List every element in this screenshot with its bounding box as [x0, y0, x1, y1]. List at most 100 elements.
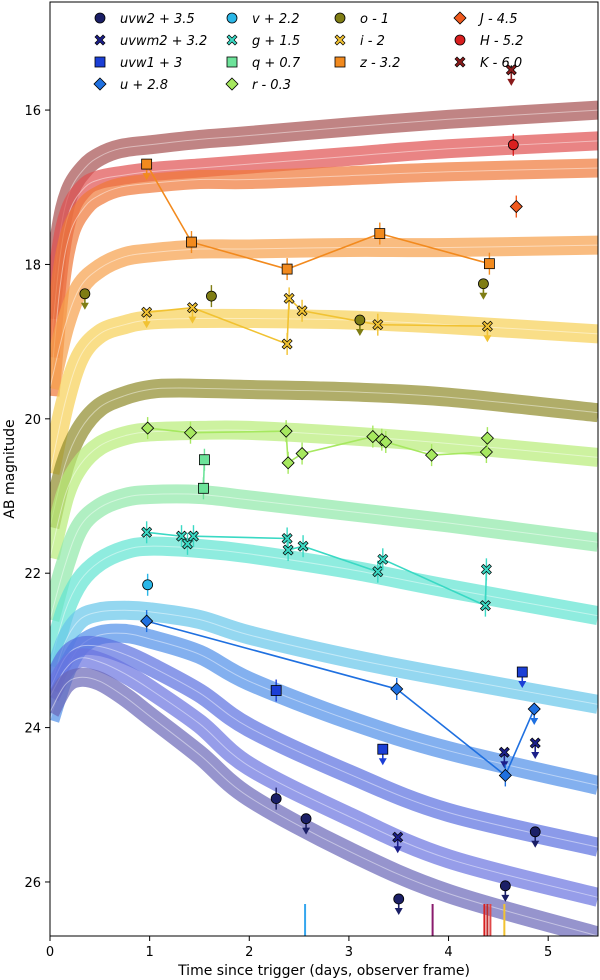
model-band-uvw1 [50, 635, 598, 857]
point-uvw2-3-5-4-limit-arrow [531, 840, 540, 848]
model-band-v [50, 600, 598, 714]
point-i-2-1-limit-arrow [188, 316, 197, 324]
model-band-highlight-v [50, 609, 598, 705]
point-r-0-3-8-shape [425, 448, 439, 462]
point-h-5-2-0 [507, 139, 519, 151]
model-band-g [50, 536, 598, 669]
y-tick-label-26: 26 [24, 876, 41, 891]
legend-item-j-4-5-label: J - 4.5 [477, 12, 517, 27]
point-i-2-0 [141, 306, 153, 318]
point-g-1-5-2-shape [182, 538, 193, 550]
point-g-1-5-5 [282, 544, 294, 556]
y-tick-label-24: 24 [24, 722, 41, 737]
x-tick-label-2: 2 [245, 945, 253, 960]
point-g-1-5-10 [480, 563, 492, 575]
axes: 0 1 2 3 4 5 16 18 20 22 24 26 [24, 104, 552, 960]
point-i-2-0-shape [141, 306, 153, 318]
legend-item-h-5-2: H - 5.2 [454, 34, 523, 49]
point-j-4-5-0-shape [509, 199, 523, 214]
model-band-highlight-uvwm2 [50, 657, 598, 898]
x-tick-label-3: 3 [345, 945, 353, 960]
legend-item-uvw2-3-5-marker [94, 12, 106, 24]
point-o-1-2-shape [354, 314, 366, 326]
legend-item-u-2-8-label: u + 2.8 [120, 78, 168, 93]
model-band-highlight-i [50, 317, 598, 474]
legend-item-h-5-2-label: H - 5.2 [480, 34, 523, 49]
legend-item-h-5-2-marker-shape [454, 34, 466, 46]
legend-item-r-0-3-label: r - 0.3 [252, 78, 291, 93]
point-uvwm2-3-2-2-shape [529, 737, 541, 749]
point-g-1-5-5-shape [282, 544, 294, 556]
point-o-1-1-shape [206, 290, 217, 302]
point-g-1-5-9-shape [479, 600, 491, 612]
legend-item-uvw2-3-5: uvw2 + 3.5 [94, 12, 195, 27]
legend-item-z-3-2: z - 3.2 [334, 56, 400, 71]
point-r-0-3-4-shape [295, 446, 309, 461]
legend-item-v-2-2-label: v + 2.2 [252, 12, 300, 27]
legend-item-r-0-3-marker-shape [225, 77, 239, 91]
point-g-1-5-4-shape [281, 532, 293, 544]
point-r-0-3-0 [141, 421, 155, 435]
point-i-2-2-shape [281, 338, 293, 350]
point-g-1-5-6 [297, 540, 309, 552]
y-tick-label-16: 16 [24, 104, 41, 119]
point-r-0-3-7-shape [379, 435, 393, 449]
point-uvw2-3-5-2 [393, 893, 405, 905]
point-g-1-5-7 [372, 566, 384, 578]
point-q-0-7-0-shape [199, 454, 210, 466]
point-r-0-3-2 [279, 424, 293, 438]
point-r-0-3-8 [425, 448, 439, 462]
point-r-0-3-4 [295, 446, 309, 461]
point-q-0-7-0 [199, 454, 210, 466]
point-i-2-6-shape [481, 320, 493, 332]
point-uvw1-3-0-shape [270, 685, 282, 696]
point-uvw2-3-5-4-shape [529, 826, 541, 838]
legend-item-uvw1-3-marker-shape [94, 56, 106, 68]
point-uvwm2-3-2-0 [392, 831, 404, 843]
legend-item-z-3-2-marker-shape [334, 56, 346, 68]
point-i-2-5 [372, 319, 384, 331]
point-z-3-2-0 [141, 158, 153, 170]
point-uvwm2-3-2-2-limit-arrow [531, 752, 540, 760]
point-z-3-2-3-shape [374, 228, 386, 239]
point-q-0-7-1-shape [198, 482, 209, 494]
point-r-0-3-1 [183, 426, 198, 440]
point-u-2-8-3-shape [527, 702, 541, 716]
point-uvw2-3-5-2-limit-arrow [394, 907, 403, 915]
point-uvwm2-3-2-1 [498, 746, 510, 758]
legend-item-q-0-7: q + 0.7 [226, 56, 301, 71]
legend-item-i-2-label: i - 2 [360, 34, 385, 49]
legend-item-o-1-label: o - 1 [360, 12, 389, 27]
point-r-0-3-7 [379, 435, 393, 449]
legend: uvw2 + 3.5 uvwm2 + 3.2 uvw1 + 3 u + 2.8 v + … [93, 11, 523, 93]
data-points [79, 64, 541, 915]
point-uvwm2-3-2-2 [529, 737, 541, 749]
point-u-2-8-1 [390, 682, 404, 696]
legend-item-r-0-3-marker [225, 77, 239, 91]
point-uvw2-3-5-1-shape [300, 813, 312, 825]
legend-item-uvwm2-3-2: uvwm2 + 3.2 [94, 34, 207, 49]
legend-item-k-6-0: K - 6.0 [454, 56, 522, 71]
point-uvw2-3-5-1 [300, 813, 312, 825]
point-i-2-0-limit-arrow [142, 321, 151, 329]
plot-frame [49, 1, 599, 937]
point-u-2-8-1-shape [390, 682, 404, 696]
legend-item-g-1-5-marker [226, 34, 238, 46]
point-uvw1-3-1 [377, 743, 389, 755]
point-g-1-5-2 [182, 538, 193, 550]
legend-item-v-2-2: v + 2.2 [226, 12, 300, 27]
point-u-2-8-2 [498, 768, 512, 783]
point-uvw2-3-5-3 [499, 880, 511, 892]
point-g-1-5-4 [281, 532, 293, 544]
model-band-highlight-z [50, 244, 598, 389]
point-uvw1-3-1-limit-arrow [378, 758, 387, 766]
model-bands [50, 100, 598, 936]
point-uvw2-3-5-3-limit-arrow [501, 894, 510, 902]
point-g-1-5-6-shape [297, 540, 309, 552]
point-h-5-2-0-shape [507, 139, 519, 151]
legend-item-z-3-2-label: z - 3.2 [359, 56, 400, 71]
point-z-3-2-0-limit-arrow [142, 173, 151, 181]
point-g-1-5-0 [141, 526, 153, 538]
legend-item-v-2-2-marker-shape [226, 12, 238, 24]
